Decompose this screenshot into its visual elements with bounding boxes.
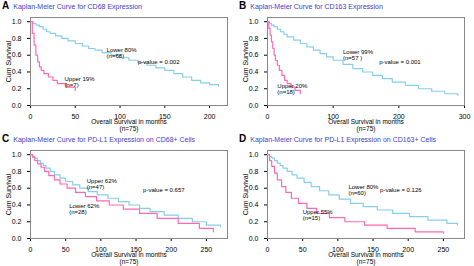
svg-text:0.8: 0.8 — [12, 35, 22, 42]
svg-text:1.0: 1.0 — [249, 151, 259, 158]
svg-text:0.4: 0.4 — [249, 201, 259, 208]
svg-text:200: 200 — [165, 246, 177, 253]
svg-text:p-value = 0.126: p-value = 0.126 — [380, 187, 422, 193]
svg-text:50: 50 — [71, 113, 79, 120]
svg-text:200: 200 — [393, 113, 405, 121]
svg-text:Lower 99%(n=57 ): Lower 99%(n=57 ) — [343, 49, 374, 61]
svg-text:0.6: 0.6 — [12, 51, 22, 58]
svg-text:0.6: 0.6 — [12, 184, 22, 191]
svg-text:0: 0 — [29, 113, 33, 120]
html-text:B Kaplan-Meier Curve for CD163: B Kaplan-Meier Curve for CD163 Expressio… — [239, 0, 383, 11]
svg-text:150: 150 — [130, 246, 142, 254]
svg-text:Overall Survival in months(n=7: Overall Survival in months(n=75) — [328, 251, 404, 266]
svg-text:Upper 55%(n=15): Upper 55%(n=15) — [303, 209, 334, 221]
svg-text:0.6: 0.6 — [249, 184, 259, 191]
svg-text:0.2: 0.2 — [12, 85, 22, 92]
svg-text:Cum Survival: Cum Survival — [242, 40, 249, 82]
svg-text:Upper 20%(n=18): Upper 20%(n=18) — [277, 83, 308, 95]
svg-text:Cum Survival: Cum Survival — [242, 173, 249, 215]
svg-text:Overall Survival in months(n=7: Overall Survival in months(n=75) — [91, 118, 167, 132]
svg-text:300: 300 — [459, 113, 471, 120]
svg-text:Upper 62%(n=47): Upper 62%(n=47) — [87, 178, 118, 190]
svg-text:0.0: 0.0 — [249, 102, 259, 109]
svg-text:50: 50 — [299, 246, 307, 253]
svg-text:p-value = 0.657: p-value = 0.657 — [143, 187, 185, 193]
svg-text:1.0: 1.0 — [12, 18, 22, 25]
html-text:A Kaplan-Meier Curve for CD68: A Kaplan-Meier Curve for CD68 Expression — [2, 0, 142, 11]
svg-text:p-value = 0.002: p-value = 0.002 — [138, 59, 180, 65]
svg-text:150: 150 — [159, 113, 171, 121]
svg-text:0.2: 0.2 — [249, 85, 259, 92]
svg-text:250: 250 — [438, 246, 450, 253]
svg-text:Overall Survival in months(n=7: Overall Survival in months(n=75) — [328, 118, 404, 132]
svg-text:1.0: 1.0 — [12, 151, 22, 158]
svg-text:Cum Survival: Cum Survival — [5, 40, 12, 82]
svg-text:150: 150 — [367, 246, 379, 254]
svg-text:0: 0 — [266, 246, 270, 253]
svg-text:50: 50 — [62, 246, 70, 253]
svg-text:0.4: 0.4 — [12, 201, 22, 208]
svg-text:100: 100 — [95, 246, 107, 254]
svg-text:Overall Survival in months(n=7: Overall Survival in months(n=75) — [91, 251, 167, 266]
html-text:C Kaplan-Meier Curve for PD-L1: C Kaplan-Meier Curve for PD-L1 Expressio… — [2, 133, 196, 144]
svg-text:100: 100 — [332, 246, 344, 254]
svg-text:0.8: 0.8 — [12, 168, 22, 175]
svg-text:0.8: 0.8 — [249, 35, 259, 42]
svg-text:200: 200 — [402, 246, 414, 253]
svg-text:0.0: 0.0 — [12, 102, 22, 109]
svg-text:100: 100 — [114, 113, 126, 121]
svg-text:0.0: 0.0 — [249, 235, 259, 242]
svg-text:Lower 62%(n=28): Lower 62%(n=28) — [69, 203, 100, 215]
svg-text:0: 0 — [29, 246, 33, 253]
svg-text:0.6: 0.6 — [249, 51, 259, 58]
svg-text:100: 100 — [327, 113, 339, 121]
svg-text:1.0: 1.0 — [249, 18, 259, 25]
svg-text:0.0: 0.0 — [12, 235, 22, 242]
svg-text:Lower 80%(n=60): Lower 80%(n=60) — [348, 184, 379, 196]
svg-text:0.2: 0.2 — [12, 218, 22, 225]
html-text:D Kaplan-Meier Curve for PD-L1: D Kaplan-Meier Curve for PD-L1 Expressio… — [239, 133, 436, 144]
svg-text:p-value = 0.001: p-value = 0.001 — [379, 59, 421, 65]
svg-text:Upper 19%(n=7): Upper 19%(n=7) — [65, 76, 96, 88]
svg-text:Cum Survival: Cum Survival — [5, 173, 12, 215]
svg-text:0.4: 0.4 — [12, 68, 22, 75]
svg-text:200: 200 — [204, 113, 216, 120]
svg-text:Lower 80%(n=68): Lower 80%(n=68) — [107, 47, 138, 59]
svg-text:0: 0 — [266, 113, 270, 120]
svg-text:250: 250 — [201, 246, 213, 253]
svg-text:0.4: 0.4 — [249, 68, 259, 75]
svg-text:0.8: 0.8 — [249, 168, 259, 175]
svg-text:0.2: 0.2 — [249, 218, 259, 225]
